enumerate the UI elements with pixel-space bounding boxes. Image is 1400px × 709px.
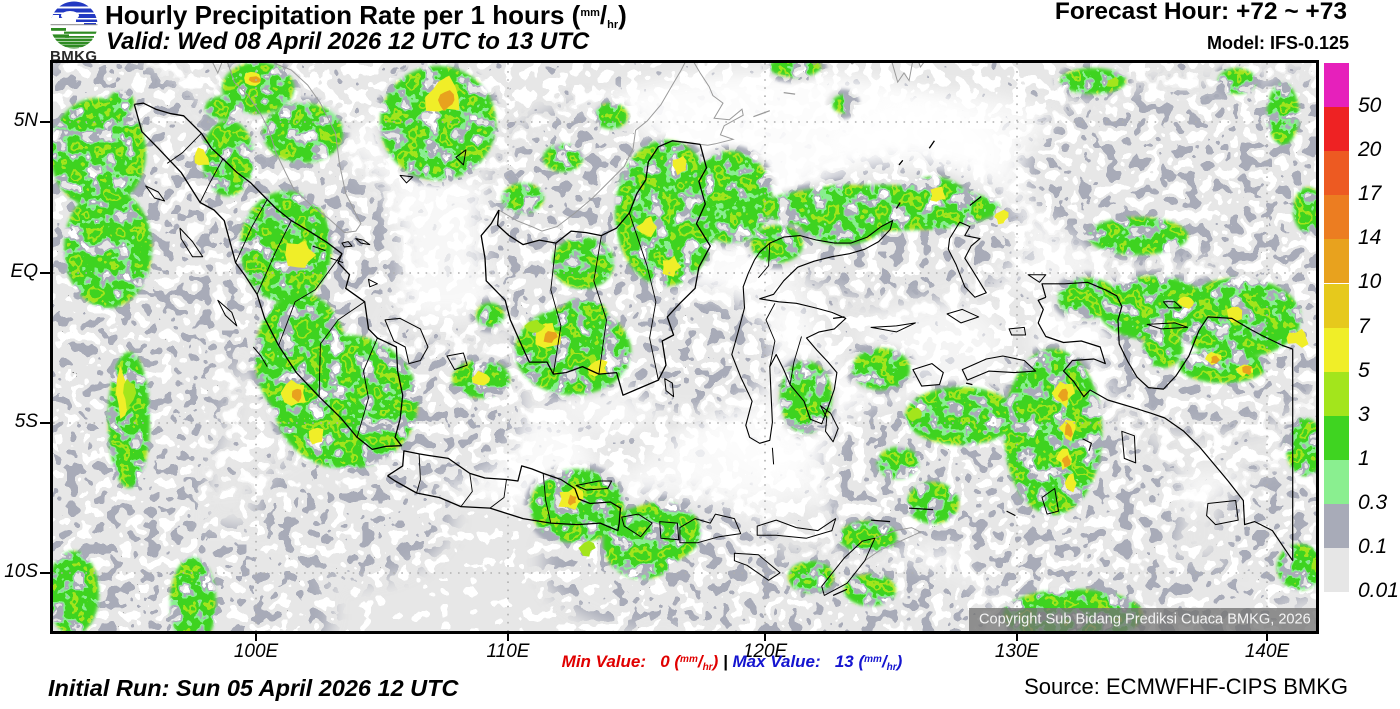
svg-text:BMKG: BMKG <box>50 48 97 63</box>
svg-text:Copyright Sub Bidang Prediksi: Copyright Sub Bidang Prediksi Cuaca BMKG… <box>979 612 1311 628</box>
